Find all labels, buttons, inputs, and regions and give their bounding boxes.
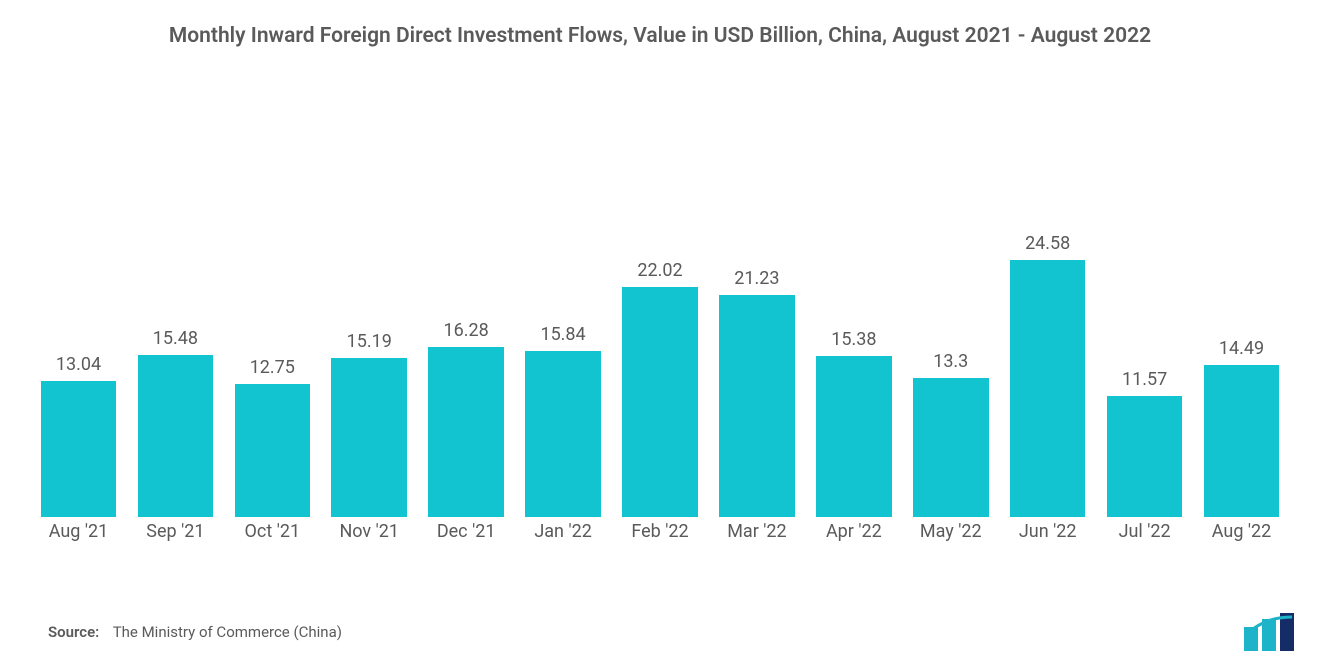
source-text: The Ministry of Commerce (China) — [113, 623, 342, 641]
bar-value-label: 24.58 — [1025, 233, 1070, 254]
bar-value-label: 13.3 — [933, 351, 968, 372]
category-label: Aug '21 — [30, 521, 127, 545]
category-label: Oct '21 — [224, 521, 321, 545]
bar-slot: 12.75 — [224, 130, 321, 517]
bar-slot: 15.48 — [127, 130, 224, 517]
bar-rect — [816, 356, 892, 517]
bar-rect — [1107, 396, 1183, 517]
bar-value-label: 15.48 — [153, 328, 198, 349]
category-label: Jan '22 — [515, 521, 612, 545]
bar-value-label: 21.23 — [734, 268, 779, 289]
bar-slot: 15.84 — [515, 130, 612, 517]
bar-rect — [1204, 365, 1280, 517]
brand-logo-icon — [1242, 613, 1300, 651]
bar-slot: 11.57 — [1096, 130, 1193, 517]
bar-slot: 15.38 — [805, 130, 902, 517]
bar-slot: 13.3 — [902, 130, 999, 517]
category-label: Apr '22 — [805, 521, 902, 545]
bar-value-label: 16.28 — [444, 320, 489, 341]
bar-slot: 21.23 — [708, 130, 805, 517]
category-label: May '22 — [902, 521, 999, 545]
bar-value-label: 22.02 — [637, 260, 682, 281]
category-label: Nov '21 — [321, 521, 418, 545]
category-label: Sep '21 — [127, 521, 224, 545]
category-label: Mar '22 — [708, 521, 805, 545]
source-label: Source: — [48, 623, 99, 641]
bar-slot: 22.02 — [612, 130, 709, 517]
bar-value-label: 15.38 — [831, 329, 876, 350]
chart-title: Monthly Inward Foreign Direct Investment… — [0, 0, 1320, 50]
category-label: Jul '22 — [1096, 521, 1193, 545]
category-axis: Aug '21Sep '21Oct '21Nov '21Dec '21Jan '… — [30, 521, 1290, 545]
bar-rect — [138, 355, 214, 517]
category-label: Feb '22 — [612, 521, 709, 545]
bar-slot: 13.04 — [30, 130, 127, 517]
bar-rect — [41, 381, 117, 517]
category-label: Aug '22 — [1193, 521, 1290, 545]
bar-value-label: 11.57 — [1122, 369, 1167, 390]
bar-rect — [428, 347, 504, 517]
bar-rect — [235, 384, 311, 517]
bar-rect — [622, 287, 698, 517]
bars-row: 13.04 15.48 12.75 15.19 16.28 15.84 22.02 21.23… — [30, 130, 1290, 517]
bar-rect — [719, 295, 795, 517]
plot-area: 13.04 15.48 12.75 15.19 16.28 15.84 22.02 21.23… — [30, 130, 1290, 545]
category-label: Dec '21 — [418, 521, 515, 545]
bar-rect — [913, 378, 989, 517]
category-label: Jun '22 — [999, 521, 1096, 545]
bar-value-label: 14.49 — [1219, 338, 1264, 359]
bar-rect — [1010, 260, 1086, 517]
bar-rect — [525, 351, 601, 517]
bar-value-label: 15.19 — [347, 331, 392, 352]
bar-slot: 24.58 — [999, 130, 1096, 517]
bar-slot: 15.19 — [321, 130, 418, 517]
bar-value-label: 15.84 — [540, 324, 585, 345]
bar-slot: 14.49 — [1193, 130, 1290, 517]
bar-value-label: 13.04 — [56, 354, 101, 375]
bar-rect — [331, 358, 407, 517]
bar-value-label: 12.75 — [250, 357, 295, 378]
bar-slot: 16.28 — [418, 130, 515, 517]
source-footer: Source: The Ministry of Commerce (China) — [48, 623, 342, 641]
